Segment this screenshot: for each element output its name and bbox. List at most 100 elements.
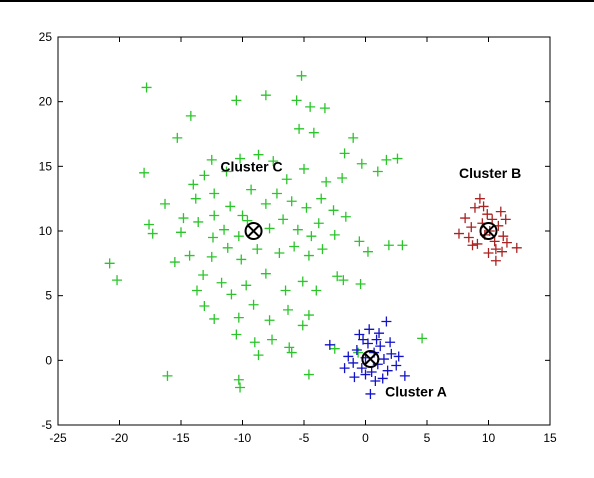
data-point — [321, 176, 332, 187]
data-point — [366, 366, 377, 377]
data-point — [489, 236, 500, 247]
data-point — [253, 149, 264, 160]
data-point — [365, 388, 376, 399]
data-point — [348, 357, 359, 368]
data-point — [286, 347, 297, 358]
data-point — [188, 179, 199, 190]
data-point — [355, 279, 366, 290]
data-point — [351, 344, 362, 355]
data-point — [271, 188, 282, 199]
data-point — [162, 370, 173, 381]
data-point — [343, 351, 354, 362]
data-point — [339, 363, 350, 374]
series-1 — [324, 316, 410, 399]
data-point — [237, 210, 248, 221]
cluster-label: Cluster B — [459, 165, 521, 181]
data-point — [178, 213, 189, 224]
data-point — [511, 242, 522, 253]
data-point — [216, 277, 227, 288]
data-point — [329, 229, 340, 240]
data-point — [463, 232, 474, 243]
data-point — [370, 376, 381, 387]
data-point — [280, 285, 291, 296]
data-point — [248, 299, 259, 310]
data-point — [472, 238, 483, 249]
data-point — [206, 251, 217, 262]
data-point — [147, 228, 158, 239]
data-point — [141, 82, 152, 93]
y-tick-label: 25 — [39, 30, 53, 44]
data-point — [417, 333, 428, 344]
data-point — [453, 228, 464, 239]
y-tick-label: -5 — [41, 418, 52, 432]
data-point — [221, 166, 232, 177]
data-point — [297, 276, 308, 287]
data-point — [281, 174, 292, 185]
data-point — [206, 154, 217, 165]
annotation-layer: Cluster C Cluster B Cluster A — [220, 159, 521, 400]
x-tick-label: 15 — [543, 431, 557, 445]
data-point — [301, 202, 312, 213]
data-point — [375, 341, 386, 352]
data-point — [311, 285, 322, 296]
x-tick-label: -25 — [49, 431, 67, 445]
series-2 — [453, 193, 522, 266]
data-point — [226, 289, 237, 300]
data-point — [364, 324, 375, 335]
data-point — [324, 339, 335, 350]
data-point — [144, 219, 155, 230]
data-point — [278, 214, 289, 225]
data-point — [233, 231, 244, 242]
data-point — [207, 232, 218, 243]
data-point — [264, 223, 275, 234]
data-point — [340, 211, 351, 222]
data-point — [382, 365, 393, 376]
data-point — [358, 334, 369, 345]
y-tick-label: 20 — [39, 95, 53, 109]
data-point — [274, 247, 285, 258]
data-point — [260, 268, 271, 279]
data-point — [356, 158, 367, 169]
x-tick-label: -10 — [234, 431, 252, 445]
data-point — [383, 240, 394, 251]
data-point — [235, 382, 246, 393]
data-point — [294, 123, 305, 134]
data-point — [362, 246, 373, 257]
data-point — [209, 313, 220, 324]
x-tick-label: -15 — [172, 431, 190, 445]
data-point — [199, 301, 210, 312]
cluster-label: Cluster C — [220, 159, 282, 175]
data-point — [399, 370, 410, 381]
data-point — [253, 350, 264, 361]
data-point — [460, 213, 471, 224]
data-point — [112, 275, 123, 286]
data-point — [233, 312, 244, 323]
data-point — [381, 154, 392, 165]
data-point — [241, 280, 252, 291]
data-point — [104, 258, 115, 269]
data-point — [303, 250, 314, 261]
data-point — [231, 329, 242, 340]
data-point — [296, 70, 307, 81]
y-axis: -5 0 5 10 15 20 25 — [39, 30, 550, 432]
data-point — [501, 237, 512, 248]
data-point — [338, 275, 349, 286]
top-border-line — [0, 0, 594, 2]
data-point — [260, 90, 271, 101]
data-point — [303, 310, 314, 321]
data-point — [305, 101, 316, 112]
x-tick-label: -20 — [111, 431, 129, 445]
data-point — [466, 222, 477, 233]
data-point — [231, 95, 242, 106]
data-point — [264, 315, 275, 326]
data-point — [299, 163, 309, 174]
data-point — [337, 172, 348, 183]
cluster-label: Cluster A — [385, 384, 447, 400]
data-point — [474, 193, 485, 204]
data-point — [385, 337, 396, 348]
data-point — [328, 205, 339, 216]
data-point — [483, 247, 494, 258]
data-point — [225, 201, 236, 212]
centroid-marker — [361, 350, 380, 369]
data-point — [169, 257, 180, 268]
